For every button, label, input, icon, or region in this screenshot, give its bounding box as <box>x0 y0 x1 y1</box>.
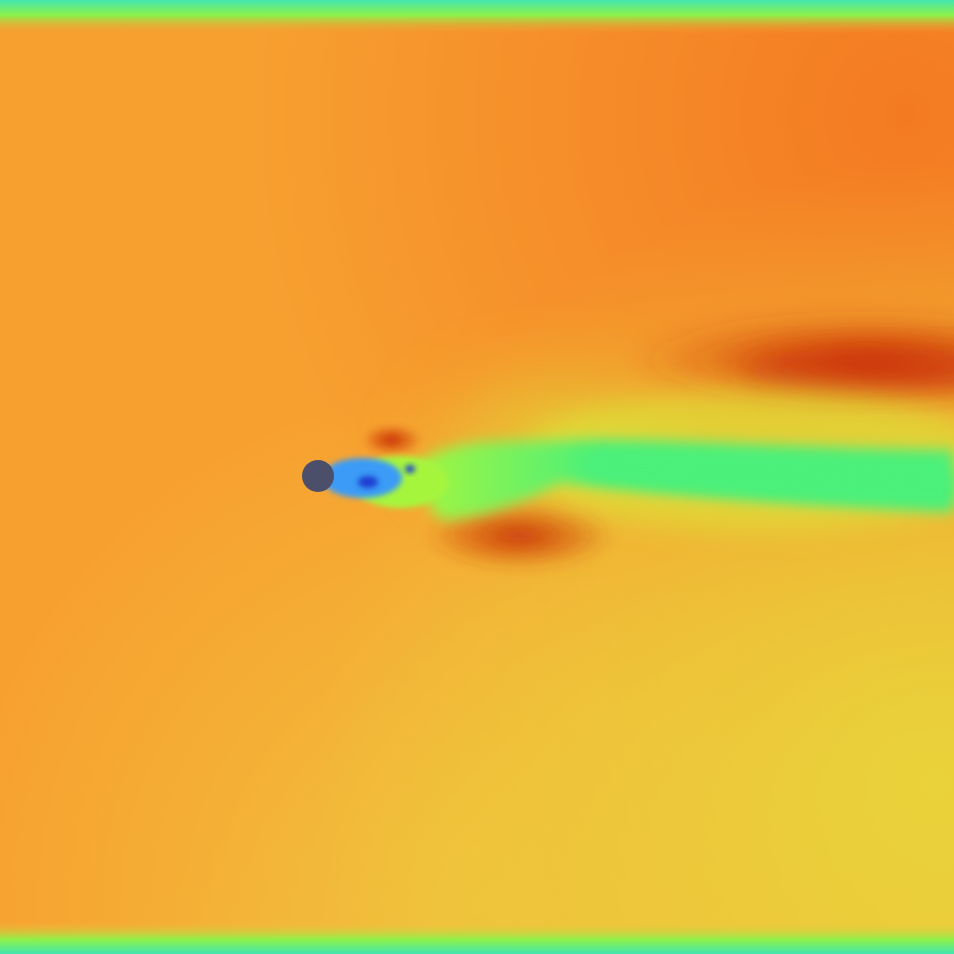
wake-core <box>580 455 954 500</box>
upper-red-band-core <box>740 348 954 392</box>
top-wall-boundary-layer <box>0 0 954 34</box>
bottom-wall-boundary-layer <box>0 922 954 954</box>
cylinder-obstacle <box>302 460 334 492</box>
vortex-core-lower <box>358 476 378 488</box>
vortex-core-upper <box>405 465 415 473</box>
